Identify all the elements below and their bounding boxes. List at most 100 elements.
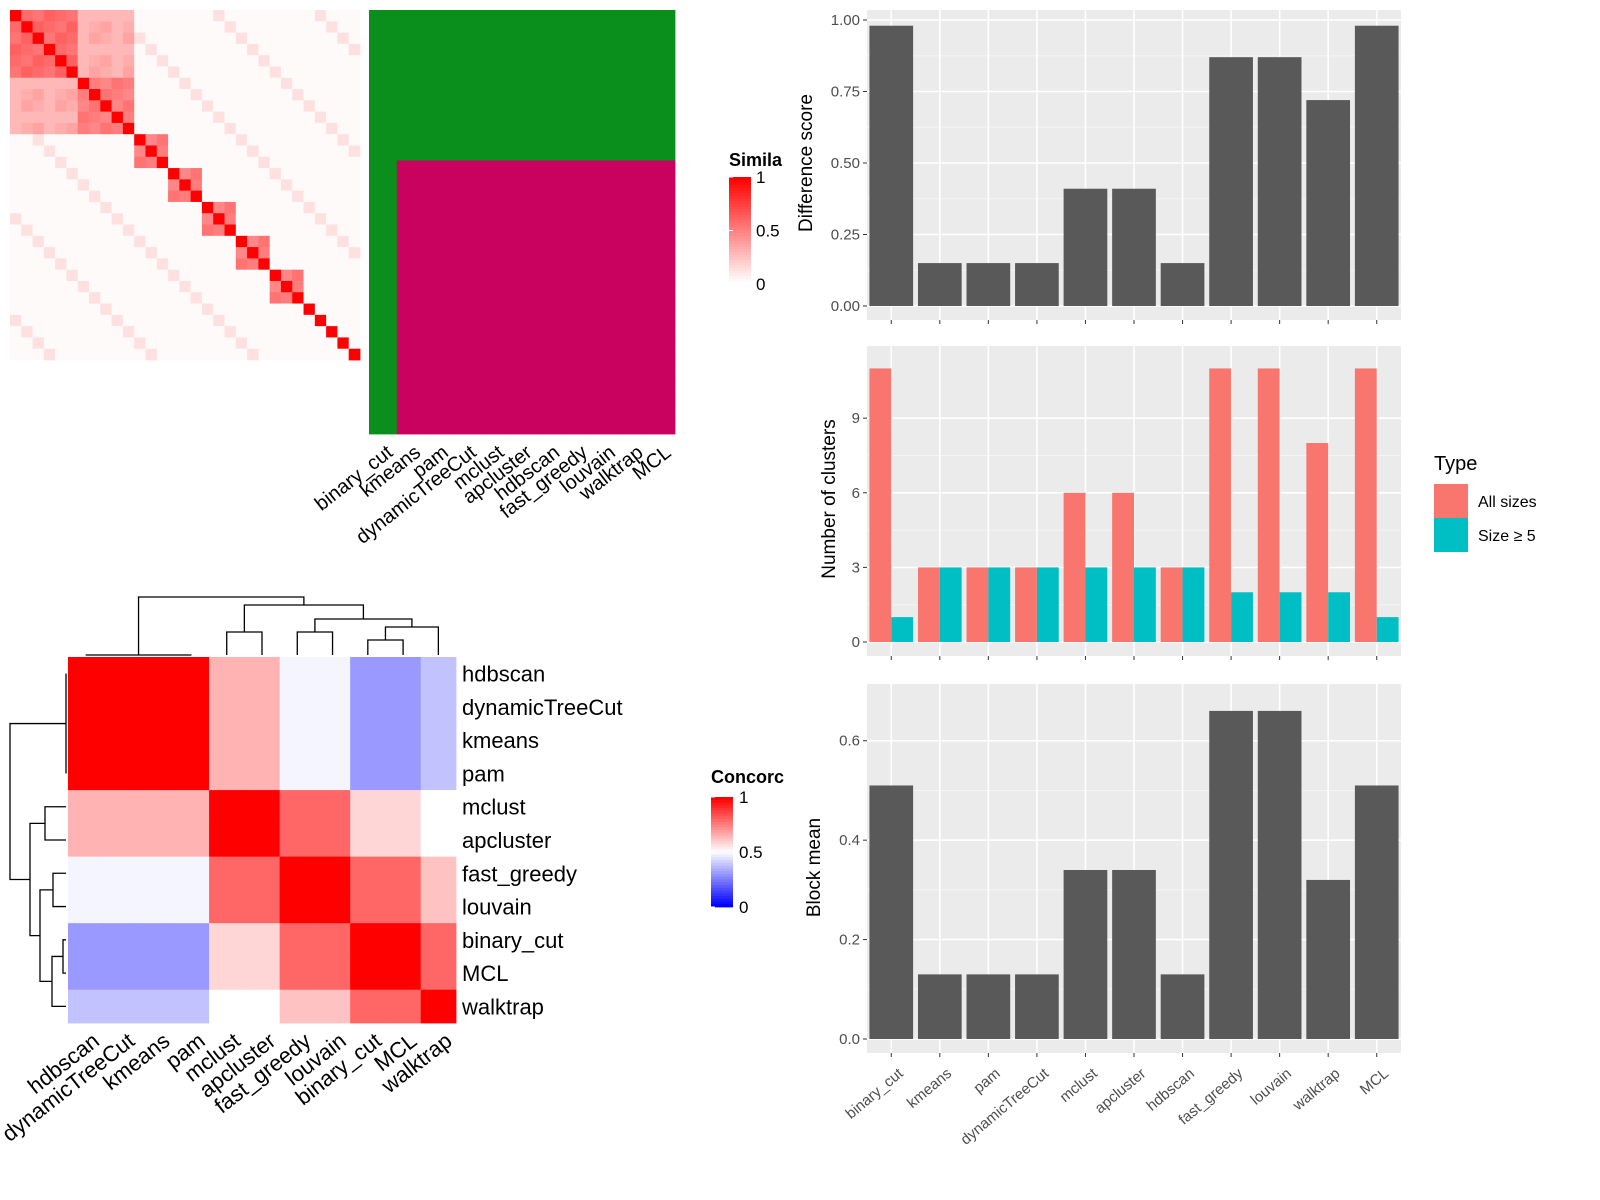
concordance-cell	[350, 690, 386, 724]
similarity-cell	[224, 168, 237, 180]
cluster-assignment-cell	[452, 10, 481, 25]
similarity-cell	[77, 66, 90, 79]
similarity-cell	[314, 168, 327, 180]
similarity-cell	[280, 43, 293, 56]
concordance-cell	[68, 790, 104, 824]
similarity-cell	[134, 111, 146, 124]
similarity-cell	[201, 122, 214, 135]
cluster-assignment-cell	[535, 78, 565, 93]
similarity-cell	[66, 280, 79, 293]
similarity-cell	[134, 55, 146, 67]
similarity-cell	[134, 77, 146, 90]
similarity-cell	[122, 269, 135, 282]
similarity-cell	[213, 21, 225, 33]
similarity-cell	[235, 100, 248, 113]
concordance-cell	[385, 956, 422, 991]
concordance-row-label-mcl: MCL	[462, 961, 508, 986]
column-dendrogram-branch	[226, 631, 263, 655]
similarity-cell	[100, 145, 113, 158]
similarity-cell	[224, 213, 237, 225]
similarity-cell	[280, 190, 293, 203]
similarity-cell	[292, 55, 304, 67]
similarity-cell	[235, 303, 248, 316]
similarity-cell	[122, 100, 135, 113]
cluster-assignment-cell	[563, 37, 592, 52]
similarity-cell	[122, 122, 135, 135]
cluster-assignment-cell	[452, 392, 481, 408]
similarity-cell	[190, 179, 203, 192]
cluster-assignment-cell	[369, 406, 398, 421]
similarity-cell	[213, 326, 225, 338]
similarity-cell	[190, 224, 203, 237]
similarity-cell	[348, 43, 361, 56]
similarity-cell	[337, 235, 350, 248]
similarity-cell	[134, 258, 146, 271]
y-tick-label: 0.75	[831, 84, 860, 101]
concordance-cell	[385, 690, 422, 724]
similarity-cell	[89, 145, 101, 158]
similarity-cell	[247, 179, 259, 192]
concordance-cell	[68, 657, 104, 691]
similarity-cell	[43, 145, 56, 158]
similarity-cell	[122, 224, 135, 237]
similarity-cell	[55, 326, 67, 338]
similarity-legend-gradient-step	[729, 243, 751, 247]
similarity-cell	[235, 168, 248, 180]
cluster-assignment-cell	[452, 187, 481, 202]
similarity-cell	[201, 55, 214, 67]
bar-apcluster	[1112, 188, 1156, 306]
cluster-assignment-cell	[480, 174, 509, 189]
similarity-cell	[100, 224, 113, 237]
concordance-row-label-binary-cut: binary_cut	[462, 928, 564, 953]
similarity-cell	[111, 337, 124, 350]
concordance-cell	[103, 889, 139, 924]
cluster-assignment-cell	[619, 187, 648, 202]
similarity-cell	[314, 66, 327, 79]
similarity-cell	[111, 145, 124, 158]
similarity-cell	[326, 10, 338, 22]
cluster-assignment-cell	[452, 64, 481, 79]
cluster-assignment-cell	[535, 10, 565, 25]
cluster-assignment-cell	[452, 174, 481, 189]
similarity-cell	[326, 43, 338, 56]
similarity-cell	[145, 122, 158, 135]
cluster-assignment-cell	[396, 392, 426, 408]
similarity-cell	[201, 66, 214, 79]
similarity-cell	[326, 77, 338, 90]
cluster-assignment-cell	[508, 324, 537, 339]
similarity-cell	[111, 235, 124, 248]
bar-mclust-all-sizes	[1063, 492, 1086, 642]
similarity-cell	[190, 326, 203, 338]
similarity-cell	[168, 77, 180, 90]
similarity-cell	[280, 269, 293, 282]
similarity-legend-gradient-step	[729, 195, 751, 199]
similarity-cell	[145, 66, 158, 79]
similarity-cell	[337, 314, 350, 327]
similarity-cell	[122, 32, 135, 45]
similarity-cell	[348, 55, 361, 67]
similarity-cell	[337, 348, 350, 361]
cluster-assignment-cell	[452, 105, 481, 120]
bar-apcluster-all-sizes	[1112, 492, 1134, 642]
concordance-cell	[244, 756, 281, 791]
similarity-cell	[303, 179, 316, 192]
cluster-assignment-cell	[424, 324, 453, 339]
similarity-cell	[235, 32, 248, 45]
similarity-cell	[43, 156, 56, 169]
cluster-assignment-cell	[452, 92, 481, 107]
similarity-legend-label: 0	[756, 275, 765, 294]
similarity-cell	[122, 190, 135, 203]
similarity-cell	[32, 145, 45, 158]
similarity-legend-label: 0.5	[756, 222, 780, 241]
concordance-cell	[420, 756, 457, 791]
cluster-assignment-cell	[535, 187, 565, 202]
similarity-cell	[269, 55, 282, 67]
similarity-cell	[337, 326, 350, 338]
cluster-assignment-cell	[508, 78, 537, 93]
cluster-assignment-cell	[563, 105, 592, 120]
similarity-cell	[213, 179, 225, 192]
similarity-cell	[21, 32, 33, 45]
similarity-cell	[111, 247, 124, 259]
similarity-cell	[269, 213, 282, 225]
similarity-cell	[269, 280, 282, 293]
